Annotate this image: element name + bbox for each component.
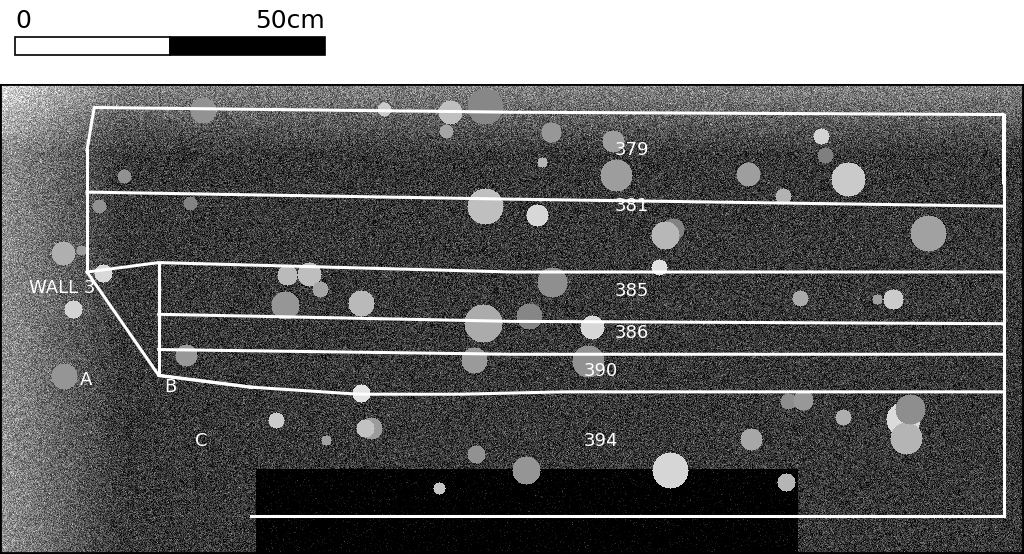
Text: 385: 385 (614, 282, 649, 300)
Text: 50cm: 50cm (255, 9, 325, 33)
Text: 381: 381 (614, 197, 648, 215)
Bar (15, 37, 170, 55)
Text: 390: 390 (584, 362, 617, 379)
Text: C: C (195, 432, 207, 450)
Text: B: B (164, 378, 176, 396)
Text: A: A (80, 371, 92, 389)
Text: WALL 3: WALL 3 (29, 279, 95, 297)
Text: 394: 394 (584, 432, 618, 450)
Text: 379: 379 (614, 141, 649, 159)
Text: 0: 0 (15, 9, 31, 33)
Bar (170, 37, 325, 55)
Text: 386: 386 (614, 324, 648, 342)
